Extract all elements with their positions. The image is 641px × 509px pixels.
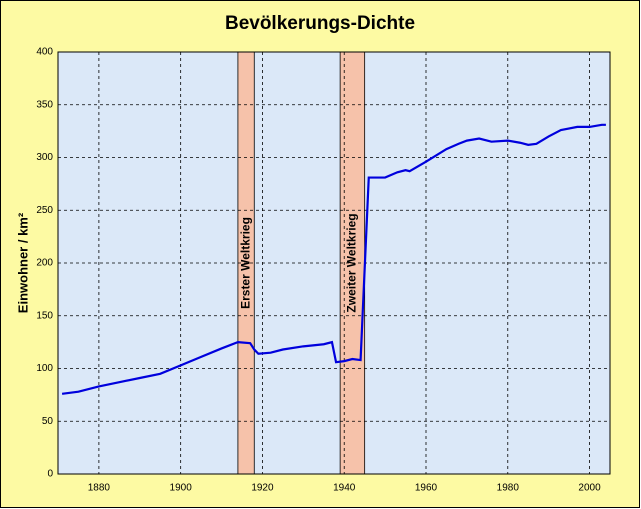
x-tick-label: 1900: [170, 483, 193, 494]
x-tick-label: 1920: [251, 483, 274, 494]
y-tick-label: 150: [36, 310, 53, 321]
y-tick-label: 300: [36, 152, 53, 163]
y-tick-label: 0: [47, 469, 53, 480]
y-tick-label: 400: [36, 47, 53, 58]
plot-frame: [57, 51, 611, 475]
chart-title: Bevölkerungs-Dichte: [225, 13, 415, 34]
band-label: Zweiter Weltkrieg: [345, 213, 359, 312]
x-tick-label: 1980: [497, 483, 520, 494]
y-tick-label: 350: [36, 99, 53, 110]
data-line: [61, 123, 606, 395]
y-tick-label: 50: [42, 416, 54, 427]
x-tick-label: 1940: [333, 483, 356, 494]
y-tick-label: 100: [36, 363, 53, 374]
x-tick-label: 1880: [88, 483, 111, 494]
band-label: Erster Weltkrieg: [238, 217, 252, 309]
y-tick-label: 250: [36, 205, 53, 216]
y-tick-label: 200: [36, 258, 53, 269]
x-tick-label: 1960: [415, 483, 438, 494]
x-tick-label: 2000: [578, 483, 601, 494]
y-axis-label: Einwohner / km²: [15, 212, 30, 313]
